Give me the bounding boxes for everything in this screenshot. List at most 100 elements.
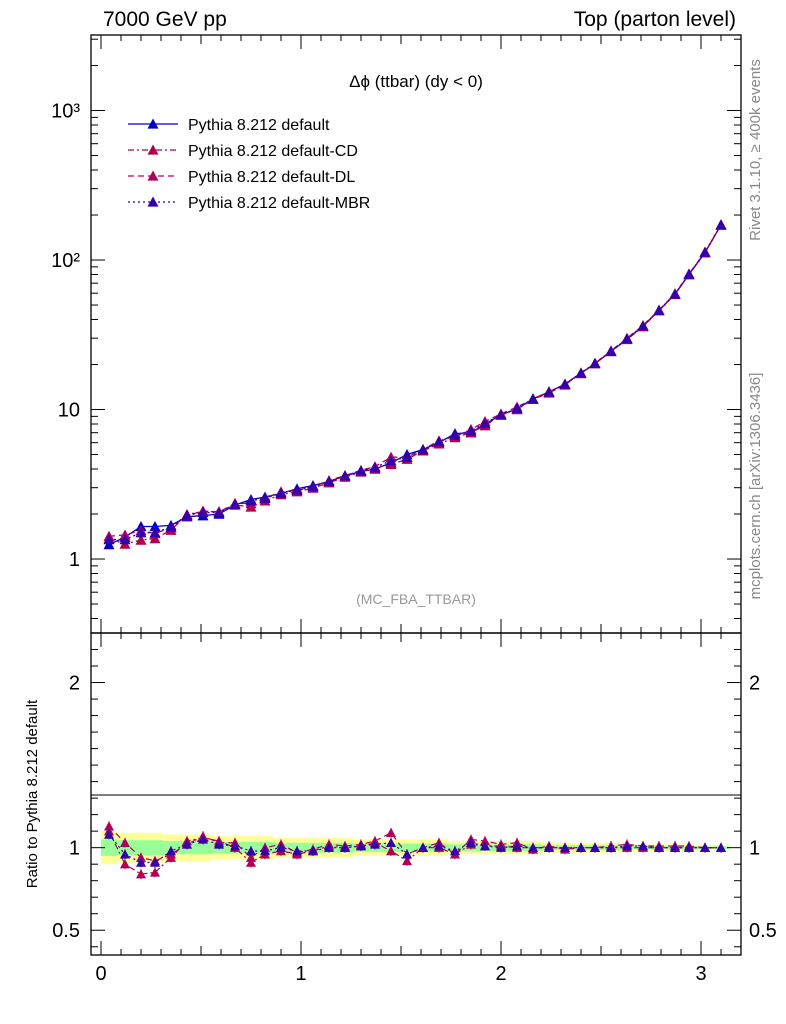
ratio-data-point — [386, 837, 396, 847]
legend-label: Pythia 8.212 default-CD — [188, 143, 358, 160]
ratio-uncertainty-bands — [101, 831, 729, 865]
ratio-y-tick-label-left: 2 — [69, 673, 80, 695]
x-tick-labels: 0 1 2 3 — [95, 963, 706, 985]
ratio-data-point — [104, 821, 114, 831]
ratio-data-point — [386, 827, 396, 838]
main-data-point — [699, 246, 711, 257]
ratio-data-point — [370, 839, 380, 849]
ratio-series-line — [108, 834, 721, 864]
main-data-point — [135, 534, 147, 545]
main-series-3 — [103, 219, 727, 545]
ratio-band-inner — [101, 839, 729, 856]
main-data-point — [149, 521, 161, 532]
main-data-point — [637, 320, 649, 331]
ratio-y-tick-label-right: 0.5 — [749, 920, 777, 942]
main-data-point — [683, 268, 695, 279]
main-data-point — [605, 345, 617, 356]
legend-marker — [147, 118, 159, 129]
main-y-tick-label: 10 — [58, 400, 80, 422]
ratio-axis-ticks — [91, 632, 741, 955]
main-data-point — [213, 507, 225, 518]
ratio-data-point — [340, 842, 350, 852]
ratio-data-point — [418, 842, 428, 852]
ratio-y-tick-label-left: 0.5 — [52, 920, 80, 942]
main-data-point — [543, 386, 555, 397]
ratio-data-point — [166, 845, 176, 856]
ratio-data-point — [576, 842, 586, 852]
main-series-1 — [103, 219, 727, 549]
main-data-point — [323, 476, 335, 487]
ratio-data-point — [246, 845, 256, 856]
main-data-point — [291, 484, 303, 495]
main-data-point — [181, 509, 193, 521]
main-series-line — [108, 224, 722, 545]
main-data-point — [465, 425, 477, 436]
main-data-point — [559, 378, 571, 389]
ratio-data-point — [214, 839, 224, 849]
ratio-series-group — [104, 821, 726, 880]
ratio-data-point — [466, 837, 476, 847]
ratio-data-point — [434, 841, 444, 851]
ratio-data-point — [324, 842, 334, 852]
main-data-point — [149, 527, 161, 538]
ratio-data-point — [104, 829, 114, 839]
ratio-data-point — [544, 842, 554, 852]
main-data-point — [495, 409, 507, 420]
main-data-point — [307, 481, 319, 492]
ratio-data-point — [480, 836, 490, 846]
ratio-data-point — [136, 852, 146, 862]
legend-item: Pythia 8.212 default-DL — [128, 169, 355, 186]
ratio-data-point — [120, 849, 130, 859]
ratio-data-point — [670, 842, 680, 852]
legend-marker — [147, 196, 159, 207]
ratio-y-tick-labels: 0.5 0.5 1 1 2 2 — [52, 673, 777, 943]
ratio-data-point — [230, 841, 240, 851]
ratio-data-point — [590, 842, 600, 852]
ratio-data-point — [716, 842, 726, 852]
main-y-tick-label: 1 — [69, 549, 80, 571]
main-data-point — [669, 288, 681, 299]
ratio-data-point — [402, 849, 412, 859]
x-tick-label: 2 — [495, 963, 506, 985]
ratio-data-point — [136, 869, 146, 879]
ratio-data-point — [560, 842, 570, 852]
main-series-2 — [103, 219, 727, 541]
ratio-y-axis-label: Ratio to Pythia 8.212 default — [24, 699, 41, 888]
main-data-point — [449, 429, 461, 440]
main-series-group — [103, 219, 727, 550]
main-y-tick-label: 10² — [51, 250, 80, 272]
ratio-data-point — [292, 845, 302, 856]
legend: Pythia 8.212 default Pythia 8.212 default… — [128, 117, 370, 212]
main-data-point — [119, 534, 131, 545]
main-data-point — [245, 495, 257, 506]
main-data-point — [229, 498, 241, 510]
main-y-tick-labels: 1 10 10² 10³ — [51, 101, 80, 571]
ratio-data-point — [402, 855, 412, 866]
main-data-point — [369, 461, 381, 473]
ratio-data-point — [700, 842, 710, 852]
main-data-point — [417, 444, 429, 455]
ratio-plot-frame — [90, 632, 742, 956]
ratio-data-point — [386, 845, 396, 856]
main-data-point — [103, 534, 115, 545]
main-data-point — [589, 357, 601, 368]
header-left: 7000 GeV pp — [103, 8, 227, 31]
main-series-line — [109, 224, 722, 541]
main-data-point — [135, 527, 147, 538]
main-data-point — [527, 393, 539, 404]
ratio-data-point — [638, 841, 648, 851]
ratio-data-point — [606, 842, 616, 852]
ratio-data-point — [450, 845, 460, 856]
ratio-data-point — [246, 852, 256, 862]
main-data-point — [259, 492, 271, 503]
main-data-point — [653, 304, 665, 315]
main-series-0 — [103, 219, 727, 550]
main-axis-ticks — [91, 35, 741, 633]
legend-item: Pythia 8.212 default — [128, 117, 330, 134]
header-right: Top (parton level) — [573, 8, 736, 31]
side-label-rivet: Rivet 3.1.10, ≥ 400k events — [747, 59, 764, 241]
main-data-point — [401, 451, 413, 462]
ratio-data-point — [198, 834, 208, 844]
main-data-point — [511, 402, 523, 413]
